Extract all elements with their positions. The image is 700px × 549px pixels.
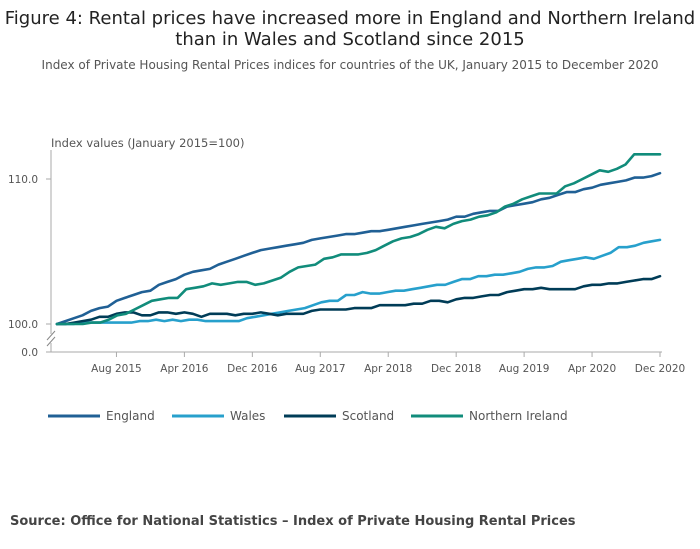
x-tick-label: Apr 2018 bbox=[364, 363, 412, 375]
series-line-northern-ireland bbox=[55, 153, 662, 326]
x-tick-label: Aug 2015 bbox=[91, 363, 142, 375]
y-axis-label: Index values (January 2015=100) bbox=[51, 136, 244, 150]
x-tick-label: Aug 2017 bbox=[295, 363, 346, 375]
x-tick-label: Apr 2016 bbox=[160, 363, 209, 375]
chart-title: Figure 4: Rental prices have increased m… bbox=[4, 8, 696, 50]
source-note: Source: Office for National Statistics –… bbox=[10, 514, 576, 529]
x-tick-label: Apr 2020 bbox=[568, 363, 616, 375]
legend-label-wales: Wales bbox=[230, 409, 265, 423]
axes: Index values (January 2015=100) 110.0 100.… bbox=[8, 136, 685, 375]
x-tick-label: Dec 2020 bbox=[635, 363, 685, 375]
series-line-wales bbox=[55, 238, 662, 326]
y-tick-label: 0.0 bbox=[21, 347, 38, 359]
legend-label-scotland: Scotland bbox=[342, 409, 394, 423]
x-tick-label: Aug 2019 bbox=[499, 363, 550, 375]
line-chart: Index values (January 2015=100) 110.0 100.… bbox=[8, 136, 685, 423]
y-tick-label: 110.0 bbox=[8, 174, 38, 186]
legend-label-england: England bbox=[106, 409, 155, 423]
axis-break-mark bbox=[46, 336, 56, 347]
y-tick-label: 100.0 bbox=[8, 319, 38, 331]
legend-label-northern-ireland: Northern Ireland bbox=[469, 409, 568, 423]
series-line-scotland bbox=[55, 274, 662, 326]
axis-break-mark bbox=[46, 330, 56, 341]
series-line-england bbox=[55, 171, 662, 326]
x-tick-label: Dec 2018 bbox=[431, 363, 481, 375]
x-tick-label: Dec 2016 bbox=[227, 363, 278, 375]
series-layer bbox=[55, 153, 662, 326]
legend: England Wales Scotland Northern Ireland bbox=[48, 409, 568, 423]
chart-subtitle: Index of Private Housing Rental Prices i… bbox=[41, 58, 659, 72]
